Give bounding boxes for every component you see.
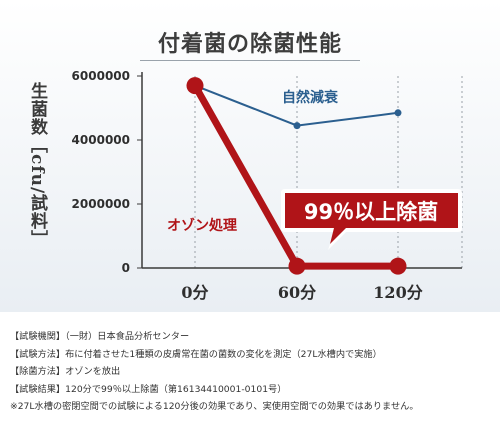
chart-panel [0,0,500,312]
y-tick-label: 0 [122,261,130,275]
grid-lines [194,76,463,268]
y-axis-label: 生菌数［cfu/試料］ [27,82,47,249]
data-point-natural-decay [394,109,402,117]
notes: 【試験機関】（一財）日本食品分析センター 【試験方法】布に付着させた1種類の皮膚… [10,328,494,416]
data-point-ozone [389,257,407,275]
y-tick-label: 4000000 [72,133,130,147]
note-line: 【試験方法】布に付着させた1種類の皮膚常在菌の菌数の変化を測定（27L水槽内で実… [10,348,382,360]
x-tick-label: 0分 [181,283,208,302]
y-tick-label: 6000000 [72,69,130,83]
chart-svg: 0 2000000 4000000 6000000 0分 60分 120分 自然減衰オゾン… [72,69,463,302]
note-line: 【除菌方法】オゾンを放出 [10,366,121,377]
callout-text: 99％以上除菌 [304,200,438,224]
series-group [186,77,407,275]
x-ticks: 0分 60分 120分 [181,283,422,302]
x-tick-label: 60分 [278,283,316,302]
data-point-ozone [288,257,306,275]
note-line: ※27L水槽の密閉空間での試験による120分後の効果であり、実使用空間での効果で… [10,401,419,412]
y-ticks: 0 2000000 4000000 6000000 [72,69,142,275]
x-tick-label: 120分 [373,283,422,302]
data-point-natural-decay [293,122,301,130]
callout-group: 99％以上除菌 [281,189,462,250]
data-point-ozone [186,77,204,95]
title-underline [140,60,360,61]
series-label-natural-decay: 自然減衰 [282,89,339,106]
callout-box [285,193,458,244]
note-line: 【試験結果】120分で99％以上除菌（第16134410001-0101号） [10,383,287,395]
series-label-ozone: オゾン処理 [167,217,237,234]
chart-title: 付着菌の除菌性能 [157,31,342,57]
y-tick-label: 2000000 [72,197,130,211]
note-line: 【試験機関】（一財）日本食品分析センター [10,331,190,342]
